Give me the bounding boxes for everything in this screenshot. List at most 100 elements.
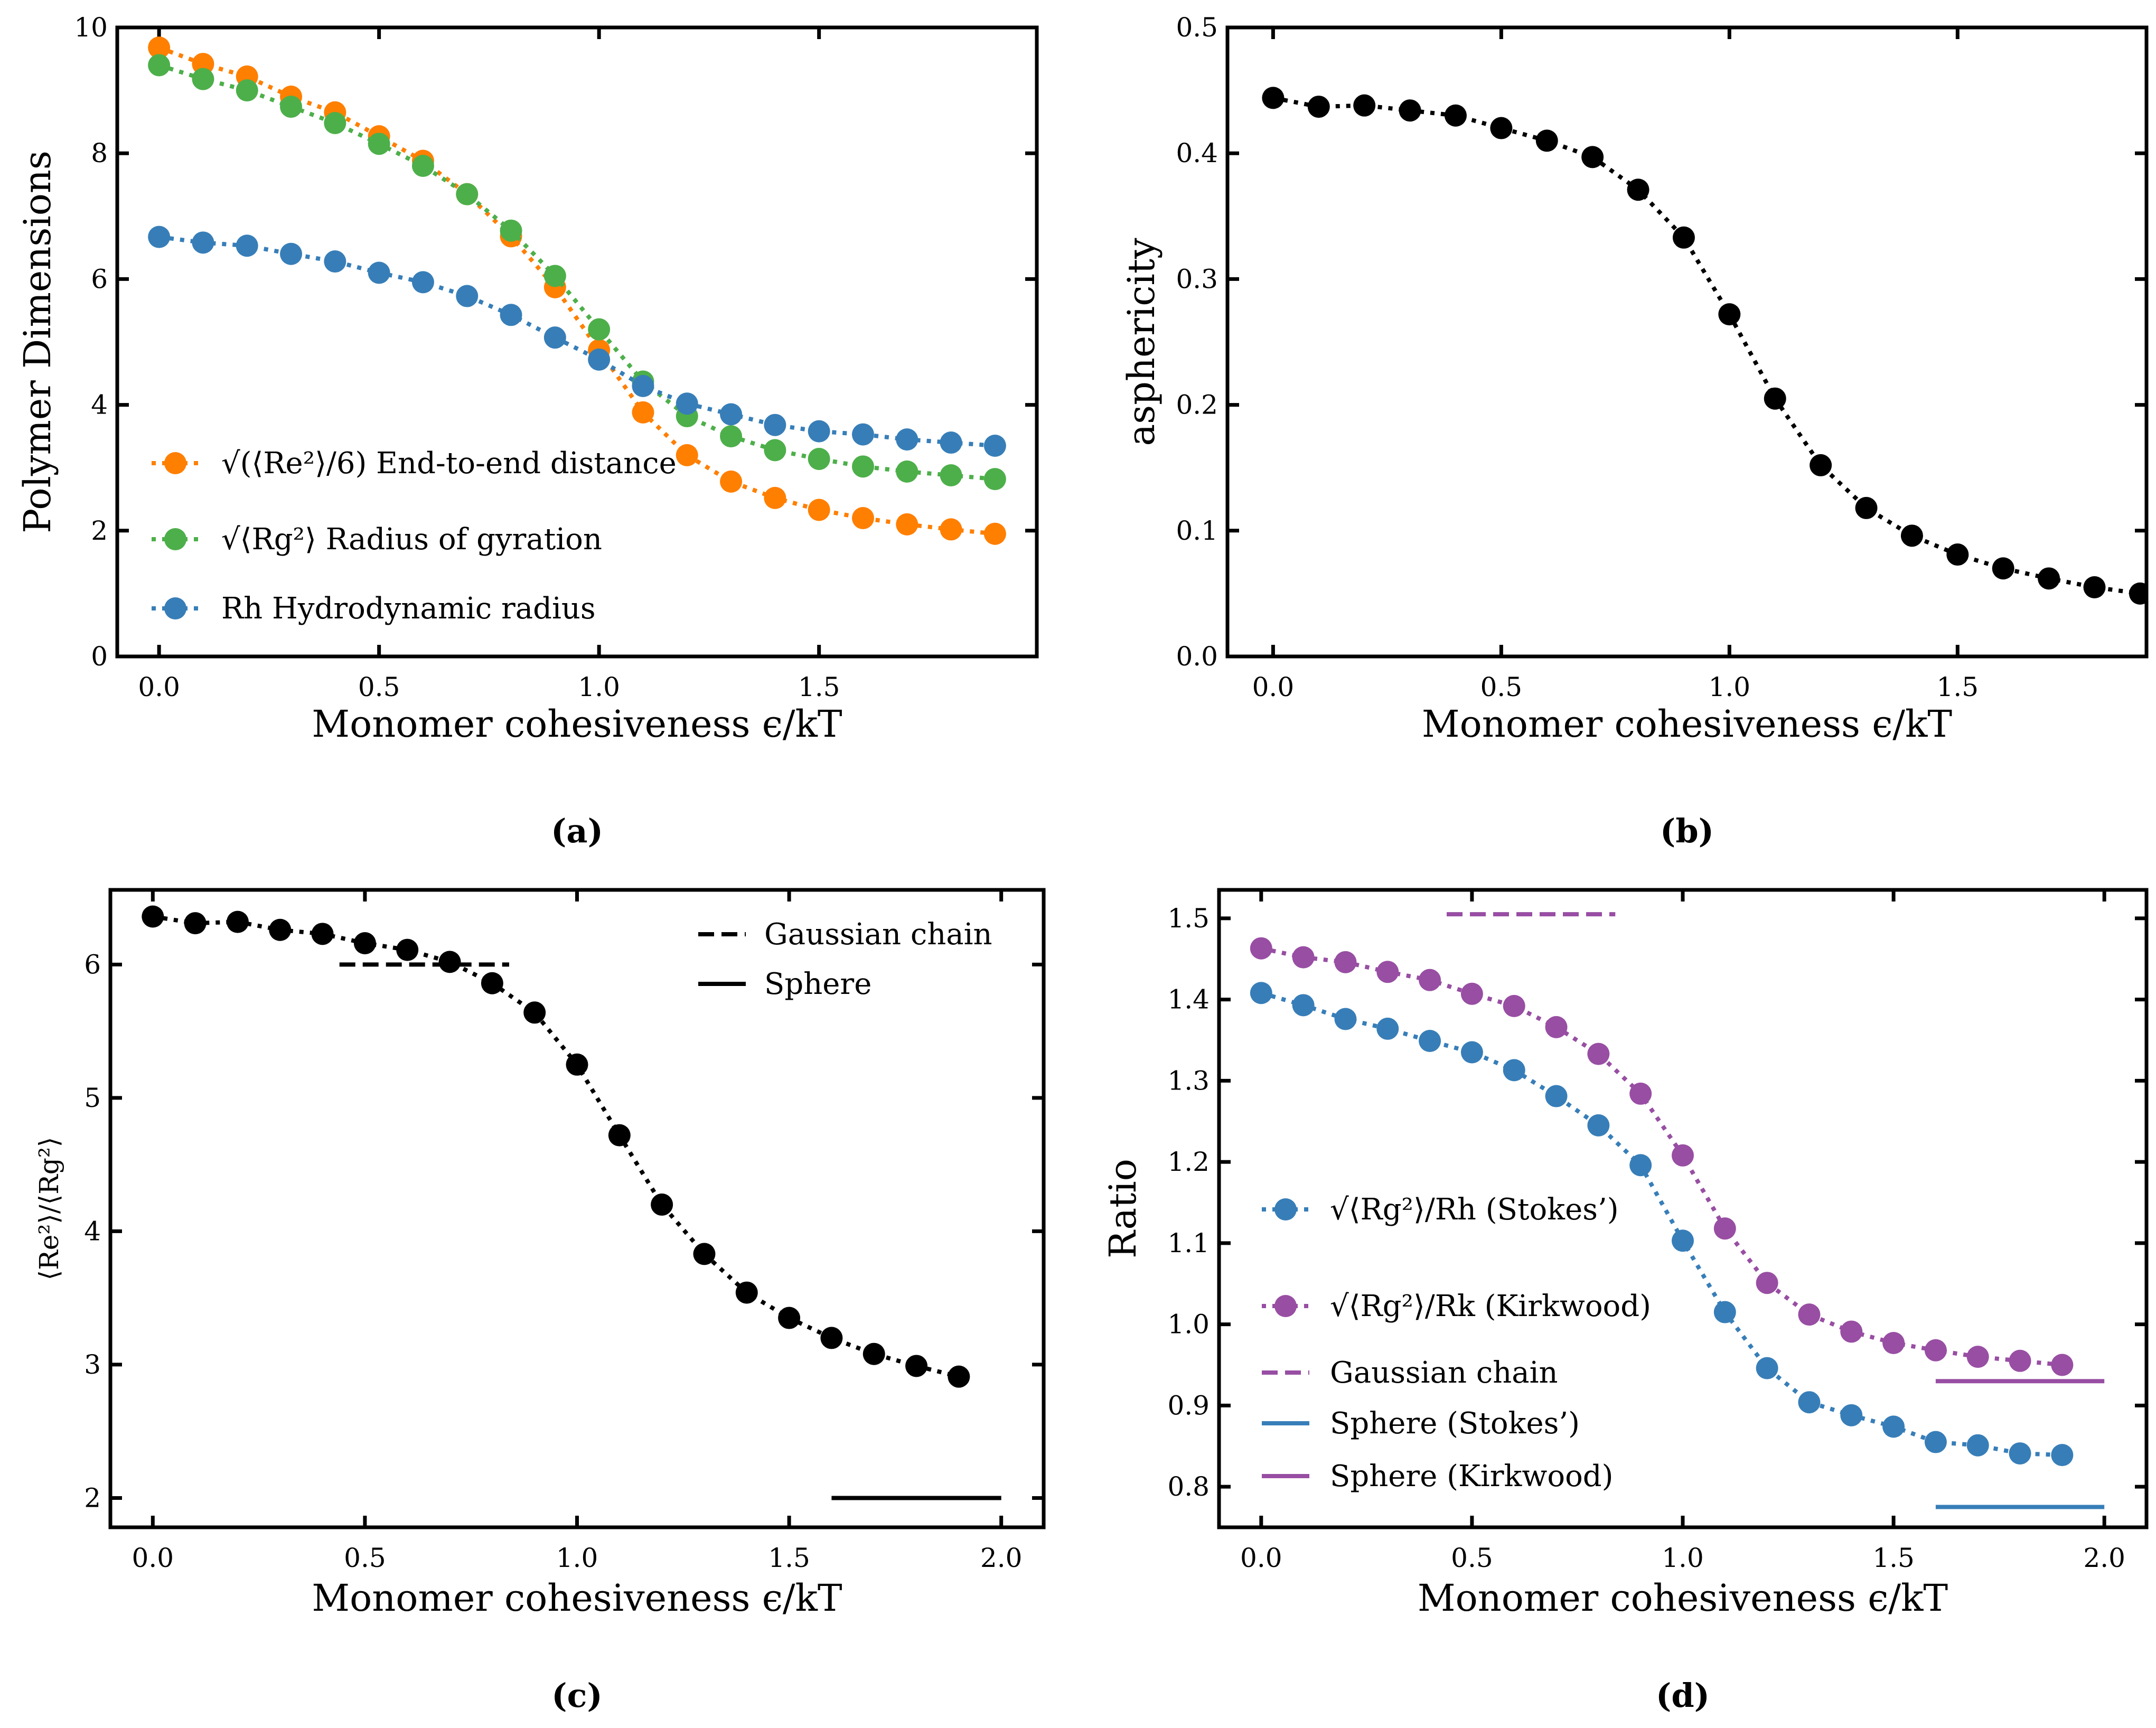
series-line-0 [1272,96,2141,596]
legend-marker [1274,1295,1297,1317]
x-tick-label: 0.0 [1240,1543,1282,1573]
data-point [368,261,390,284]
y-tick-label: 8 [91,138,108,168]
legend-label: Sphere (Kirkwood) [1330,1459,1613,1494]
legend-item: √⟨Rg²⟩/Rk (Kirkwood) [1262,1289,1651,1323]
x-tick-label: 1.0 [578,672,620,702]
data-point [1966,1434,1989,1457]
y-tick-label: 1.0 [1167,1309,1210,1340]
panel-caption: (a) [551,812,603,850]
data-point [2038,567,2060,590]
data-point [720,425,743,448]
data-point [676,444,698,466]
x-tick-label: 0.0 [138,672,180,702]
legend-item: Gaussian chain [1262,1356,1558,1390]
data-point [1718,303,1741,326]
data-point [851,455,874,478]
y-axis-label: ⟨Re²⟩/⟨Rg²⟩ [34,1137,64,1281]
data-point [236,79,258,102]
data-point [2083,576,2106,598]
data-point [896,513,918,536]
legend-label: Gaussian chain [1330,1356,1558,1390]
panel-caption: (d) [1656,1676,1710,1715]
data-point [1798,1303,1821,1326]
panel-caption: (b) [1660,812,1714,850]
data-point [1545,1085,1568,1107]
legend-label: Sphere [764,967,871,1001]
data-point [269,918,292,941]
x-tick-label: 1.0 [556,1543,598,1573]
data-point [1966,1346,1989,1368]
data-point [543,265,566,287]
legend-item: Rh Hydrodynamic radius [152,591,596,626]
x-tick-label: 2.0 [980,1543,1023,1573]
data-point [863,1342,885,1365]
data-point [543,326,566,349]
data-point [1292,994,1315,1017]
series-line-2 [158,234,996,448]
data-point [1460,1041,1483,1064]
y-tick-label: 1.3 [1167,1065,1210,1096]
data-point [1756,1272,1778,1294]
plot-area [1250,912,2105,1509]
data-point [1924,1431,1947,1453]
data-point [1419,969,1441,991]
data-point [411,155,434,177]
axes-frame [1217,888,2149,1529]
y-tick-label: 4 [91,390,108,420]
data-point [1503,1059,1525,1082]
legend-marker [164,597,186,619]
data-point [1713,1217,1736,1240]
legend-item: √(⟨Re²⟩/6) End-to-end distance [152,446,677,481]
panel-d: 0.0 0.5 1.0 1.5 2.00.80.91.01.11.21.31.41.5M… [1101,888,2149,1715]
data-point [1840,1404,1863,1426]
x-tick-label: 1.5 [1937,672,1979,702]
legend-label: Sphere (Stokes’) [1330,1406,1580,1441]
data-point [1855,496,1878,519]
data-point [940,518,962,541]
panel-c: 0.0 0.5 1.0 1.5 2.0 2 3 4 5 6 Monomer cohesiveness… [34,888,1046,1715]
y-tick-label: 0.1 [1176,515,1218,546]
y-tick-label: 0.4 [1176,138,1218,168]
data-point [1587,1043,1610,1065]
legend-marker [1274,1198,1297,1220]
data-point [456,285,479,307]
data-point [324,250,346,273]
plot-area [1262,87,2146,605]
data-point [1444,104,1467,127]
data-point [184,912,207,935]
plot-area [142,905,1001,1500]
data-point [1262,87,1285,109]
data-point [2051,1354,2074,1376]
y-tick-label: 3 [84,1349,101,1380]
data-point [940,464,962,486]
data-point [676,392,698,415]
data-point [1629,1154,1652,1177]
data-point [411,271,434,294]
y-tick-label: 0.8 [1167,1471,1210,1502]
data-point [368,133,390,155]
data-point [1587,1114,1610,1137]
data-point [2051,1444,2074,1467]
x-tick-label: 2.0 [2083,1543,2125,1573]
data-point [1292,946,1315,969]
data-point [632,401,654,424]
data-point [1307,96,1330,118]
data-point [905,1355,928,1377]
legend-item: Sphere (Stokes’) [1262,1406,1580,1441]
y-axis-label: Polymer Dimensions [16,151,59,533]
x-tick-label: 0.5 [358,672,400,702]
y-tick-label: 0.0 [1176,641,1218,672]
data-point [500,304,522,326]
data-point [1672,1144,1694,1167]
data-point [764,486,786,509]
data-point [896,428,918,451]
data-point [1250,982,1272,1004]
x-tick-label: 1.5 [768,1543,810,1573]
plot-area [148,36,1006,545]
legend-marker [164,528,186,550]
data-point [324,112,346,135]
data-point [2009,1442,2031,1465]
axes-frame [1225,25,2149,659]
